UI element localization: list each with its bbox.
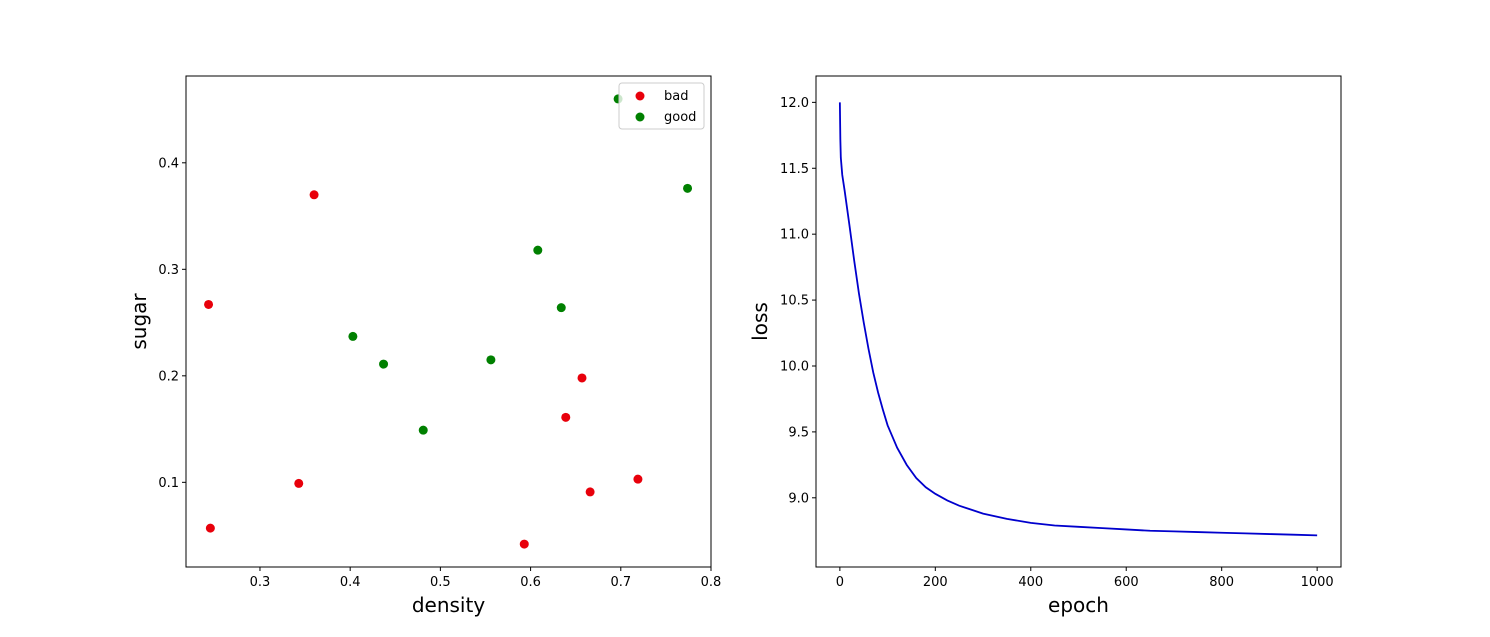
loss-plot-frame bbox=[815, 75, 1342, 568]
scatter-x-tick-label: 0.8 bbox=[701, 575, 722, 590]
scatter-points bbox=[204, 94, 693, 549]
loss-y-tick-label: 9.0 bbox=[788, 491, 809, 506]
scatter-point-bad bbox=[204, 299, 214, 309]
loss-x-tick-label: 200 bbox=[923, 575, 948, 590]
scatter-x-tick-label: 0.5 bbox=[430, 575, 451, 590]
legend-label-good: good bbox=[664, 110, 696, 125]
loss-plot: 0 200 400 600 800 1000 9.0 9.5 10.0 10.5 11.0 11.5… bbox=[748, 75, 1342, 617]
scatter-plot: 0.3 0.4 0.5 0.6 0.7 0.8 0.10.20.30.4 density … bbox=[127, 75, 722, 617]
loss-x-tick-label: 600 bbox=[1114, 575, 1139, 590]
scatter-point-good bbox=[556, 303, 566, 313]
scatter-x-tick-label: 0.3 bbox=[250, 575, 271, 590]
legend: bad good bbox=[618, 82, 705, 130]
scatter-point-good bbox=[418, 425, 428, 435]
scatter-y-tick-label: 0.4 bbox=[158, 156, 179, 171]
loss-y-tick-label: 11.5 bbox=[780, 162, 809, 177]
scatter-y-tick-label: 0.1 bbox=[158, 476, 179, 491]
loss-y-tick-label: 12.0 bbox=[780, 96, 809, 111]
loss-y-tick-label: 10.0 bbox=[780, 359, 809, 374]
loss-x-tick-label: 400 bbox=[1018, 575, 1043, 590]
loss-y-tick-label: 10.5 bbox=[780, 294, 809, 309]
scatter-y-ticks: 0.1 0.2 0.3 0.4 bbox=[158, 156, 186, 491]
scatter-point-good bbox=[379, 359, 389, 369]
loss-y-label: loss bbox=[748, 302, 772, 341]
scatter-x-tick-label: 0.7 bbox=[610, 575, 631, 590]
scatter-point-good bbox=[348, 331, 358, 341]
scatter-x-ticks: 0.3 0.4 0.5 0.6 0.7 0.8 bbox=[250, 567, 722, 590]
scatter-point-bad bbox=[519, 539, 529, 549]
legend-marker-bad bbox=[635, 91, 645, 101]
scatter-point-good bbox=[486, 355, 496, 365]
loss-y-tick-label: 11.0 bbox=[780, 228, 809, 243]
scatter-point-bad bbox=[577, 373, 587, 383]
scatter-point-bad bbox=[205, 523, 215, 533]
loss-x-label: epoch bbox=[1048, 593, 1109, 617]
scatter-plot-frame bbox=[185, 75, 712, 568]
loss-curve bbox=[838, 102, 1318, 537]
scatter-x-tick-label: 0.6 bbox=[520, 575, 541, 590]
loss-y-ticks: 9.0 9.5 10.0 10.5 11.0 11.5 12.0 bbox=[780, 96, 816, 506]
scatter-x-label: density bbox=[412, 593, 485, 617]
scatter-x-tick-label: 0.4 bbox=[340, 575, 361, 590]
loss-x-tick-label: 0 bbox=[836, 575, 844, 590]
scatter-y-tick-label: 0.2 bbox=[158, 369, 179, 384]
loss-x-ticks: 0 200 400 600 800 1000 bbox=[836, 567, 1334, 590]
scatter-point-bad bbox=[309, 190, 319, 200]
scatter-y-label: sugar bbox=[127, 293, 151, 350]
scatter-point-bad bbox=[561, 412, 571, 422]
scatter-point-good bbox=[533, 245, 543, 255]
legend-label-bad: bad bbox=[664, 89, 688, 104]
loss-x-tick-label: 800 bbox=[1209, 575, 1234, 590]
loss-x-tick-label: 1000 bbox=[1301, 575, 1334, 590]
legend-marker-good bbox=[635, 112, 645, 122]
scatter-point-bad bbox=[294, 478, 304, 488]
scatter-point-bad bbox=[585, 487, 595, 497]
scatter-point-good bbox=[683, 183, 693, 193]
loss-y-tick-label: 9.5 bbox=[788, 425, 809, 440]
scatter-y-tick-label: 0.3 bbox=[158, 263, 179, 278]
scatter-point-bad bbox=[633, 474, 643, 484]
